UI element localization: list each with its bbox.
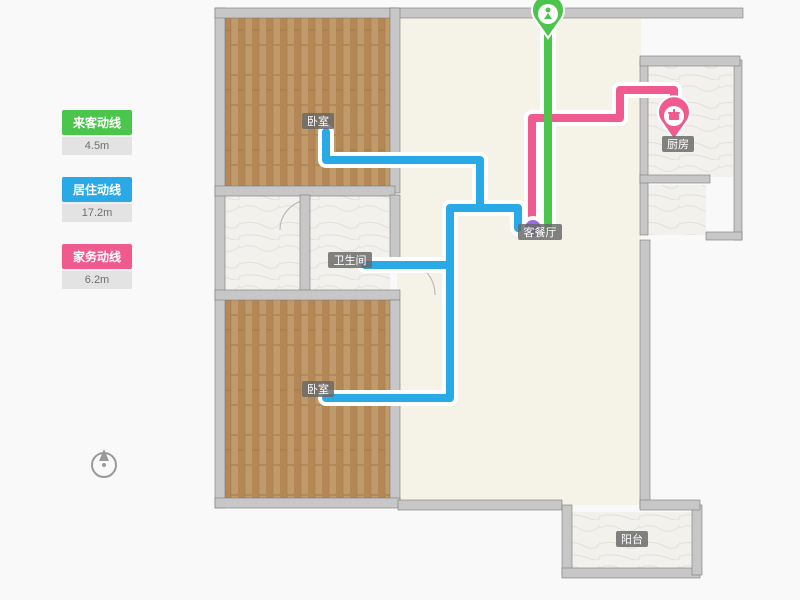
wall-2 (390, 8, 743, 18)
label-text-bedroom2: 卧室 (307, 382, 329, 396)
wall-14 (215, 498, 400, 508)
label-text-bath: 卫生间 (334, 253, 367, 267)
wall-11 (390, 195, 400, 260)
floorplan: 卧室客餐厅厨房卫生间卧室阳台 (0, 0, 800, 600)
wall-17 (562, 568, 700, 578)
wall-4 (706, 232, 742, 240)
wall-6 (640, 56, 740, 66)
wall-20 (640, 500, 700, 510)
label-text-kitchen: 厨房 (667, 138, 689, 151)
label-living: 客餐厅 (518, 224, 562, 240)
wall-12 (215, 290, 400, 300)
wall-10 (300, 195, 310, 295)
wall-16 (562, 505, 572, 575)
label-balcony: 阳台 (616, 531, 648, 547)
label-text-living: 客餐厅 (524, 225, 557, 239)
label-kitchen: 厨房 (662, 136, 694, 152)
wall-0 (215, 8, 225, 508)
wall-18 (692, 505, 702, 575)
wall-1 (215, 8, 395, 18)
wall-3 (734, 60, 742, 240)
wall-9 (215, 186, 395, 196)
wall-7 (640, 175, 710, 183)
label-text-balcony: 阳台 (621, 532, 643, 546)
room-bath (310, 195, 390, 293)
wall-15 (398, 500, 562, 510)
label-bath: 卫生间 (328, 252, 372, 268)
room-kitchen-nook (648, 185, 706, 235)
room-hall (225, 195, 305, 293)
label-bedroom1: 卧室 (302, 113, 334, 129)
wall-19 (640, 240, 650, 508)
label-bedroom2: 卧室 (302, 381, 334, 397)
label-text-bedroom1: 卧室 (307, 114, 329, 128)
